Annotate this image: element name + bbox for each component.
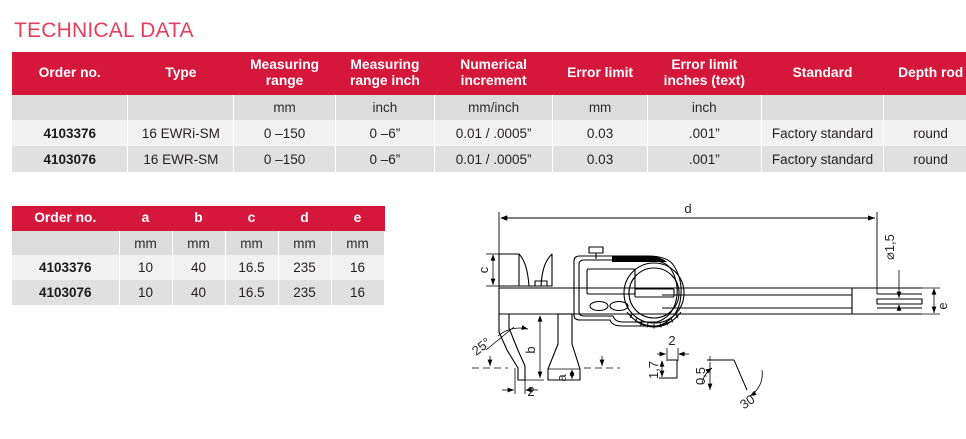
label-b: b xyxy=(523,346,538,353)
table-unit-row: mm inch mm/inch mm inch xyxy=(12,95,966,120)
dims-unit-order-no xyxy=(12,231,120,255)
dims-col-header-a: a xyxy=(119,206,173,231)
dims-unit-c: mm xyxy=(225,231,279,255)
cell-depth-rod: round xyxy=(883,146,966,172)
unit-type xyxy=(127,95,235,120)
cell-order-no: 4103076 xyxy=(12,146,129,172)
dims-col-header-c: c xyxy=(225,206,279,231)
cell-order-no: 4103376 xyxy=(12,120,129,146)
dims-cell-b: 40 xyxy=(172,280,226,305)
cell-measuring-range: 0 –150 xyxy=(233,146,336,172)
col-header-error-limit: Error limit xyxy=(552,52,648,95)
dims-col-header-order-no: Order no. xyxy=(12,206,120,231)
unit-error-limit: mm xyxy=(552,95,648,120)
dims-cell-a: 10 xyxy=(119,280,173,305)
technical-data-table: Order no. Type Measuring range Measuring… xyxy=(12,52,966,172)
label-chamfer-height: 0,5 xyxy=(693,367,708,385)
cell-depth-rod: round xyxy=(883,120,966,146)
dims-cell-d: 235 xyxy=(278,255,332,280)
dims-unit-a: mm xyxy=(119,231,173,255)
table-row: 4103076 16 EWR-SM 0 –150 0 –6” 0.01 / .0… xyxy=(12,146,966,172)
label-detail-height: 1,7 xyxy=(646,361,661,379)
label-e: e xyxy=(935,302,950,309)
dims-cell-order-no: 4103376 xyxy=(12,255,120,280)
dimension-e xyxy=(922,287,940,315)
cell-numerical-increment: 0.01 / .0005” xyxy=(434,146,554,172)
cell-standard: Factory standard xyxy=(761,120,885,146)
table-row: 4103376 16 EWRi-SM 0 –150 0 –6” 0.01 / .… xyxy=(12,120,966,146)
dims-cell-order-no: 4103076 xyxy=(12,280,120,305)
label-depth-rod-diameter: ⌀1,5 xyxy=(882,234,897,260)
dimension-b xyxy=(525,315,544,381)
label-tip-width-2: 2 xyxy=(527,384,534,399)
col-header-numerical-increment: Numerical increment xyxy=(434,52,554,95)
dims-unit-e: mm xyxy=(331,231,385,255)
detail-step-profile xyxy=(657,348,689,379)
col-header-measuring-range-inch: Measuring range inch xyxy=(335,52,436,95)
dimension-overall-length xyxy=(498,212,878,294)
dims-unit-d: mm xyxy=(278,231,332,255)
dims-cell-d: 235 xyxy=(278,280,332,305)
table-header-row: Order no. Type Measuring range Measuring… xyxy=(12,52,966,95)
cell-error-limit-inches: .001” xyxy=(647,120,762,146)
cell-numerical-increment: 0.01 / .0005” xyxy=(434,120,554,146)
cell-type: 16 EWR-SM xyxy=(127,146,235,172)
dimension-tip-width xyxy=(502,368,538,394)
dims-cell-a: 10 xyxy=(119,255,173,280)
label-chamfer-angle: 30° xyxy=(737,389,762,413)
dimension-angle-25 xyxy=(485,325,529,351)
cell-error-limit: 0.03 xyxy=(552,120,648,146)
unit-standard xyxy=(761,95,885,120)
page-title: TECHNICAL DATA xyxy=(14,19,194,42)
dims-cell-e: 16 xyxy=(331,255,385,280)
detail-chamfer-profile xyxy=(701,356,763,397)
label-angle-25: 25° xyxy=(469,334,494,358)
dims-unit-b: mm xyxy=(172,231,226,255)
cell-measuring-range-inch: 0 –6” xyxy=(335,146,436,172)
dims-col-header-e: e xyxy=(331,206,385,231)
dimension-c xyxy=(486,253,502,287)
label-d: d xyxy=(684,201,691,216)
label-a: a xyxy=(554,374,569,382)
dims-cell-c: 16.5 xyxy=(225,255,279,280)
unit-order-no xyxy=(12,95,129,120)
dims-col-header-d: d xyxy=(278,206,332,231)
col-header-type: Type xyxy=(127,52,235,95)
caliper-technical-drawing: d c b a e ⌀1,5 25° 2 2 1,7 0,5 30° xyxy=(462,198,966,439)
unit-depth-rod xyxy=(883,95,966,120)
dims-cell-e: 16 xyxy=(331,280,385,305)
cell-type: 16 EWRi-SM xyxy=(127,120,235,146)
dimension-a xyxy=(548,368,580,379)
cell-error-limit: 0.03 xyxy=(552,146,648,172)
label-c: c xyxy=(476,266,491,273)
dims-table-row: 4103376 10 40 16.5 235 16 xyxy=(12,255,385,280)
cell-measuring-range: 0 –150 xyxy=(233,120,336,146)
unit-error-limit-inches: inch xyxy=(647,95,762,120)
col-header-standard: Standard xyxy=(761,52,885,95)
cell-standard: Factory standard xyxy=(761,146,885,172)
dims-cell-b: 40 xyxy=(172,255,226,280)
dims-col-header-b: b xyxy=(172,206,226,231)
col-header-order-no: Order no. xyxy=(12,52,129,95)
caliper-digital-head xyxy=(573,246,685,329)
col-header-depth-rod: Depth rod xyxy=(883,52,966,95)
label-detail-width-2: 2 xyxy=(668,333,675,348)
dims-header-row: Order no. a b c d e xyxy=(12,206,385,231)
dims-unit-row: mm mm mm mm mm xyxy=(12,231,385,255)
cell-error-limit-inches: .001” xyxy=(647,146,762,172)
unit-measuring-range-inch: inch xyxy=(335,95,436,120)
depth-rod-end xyxy=(852,287,923,315)
col-header-error-limit-inches: Error limit inches (text) xyxy=(647,52,762,95)
dims-cell-c: 16.5 xyxy=(225,280,279,305)
unit-measuring-range: mm xyxy=(233,95,336,120)
dimensions-table: Order no. a b c d e mm mm mm mm mm 41033… xyxy=(12,206,385,305)
col-header-measuring-range: Measuring range xyxy=(233,52,336,95)
cell-measuring-range-inch: 0 –6” xyxy=(335,120,436,146)
dims-table-row: 4103076 10 40 16.5 235 16 xyxy=(12,280,385,305)
unit-numerical-increment: mm/inch xyxy=(434,95,554,120)
